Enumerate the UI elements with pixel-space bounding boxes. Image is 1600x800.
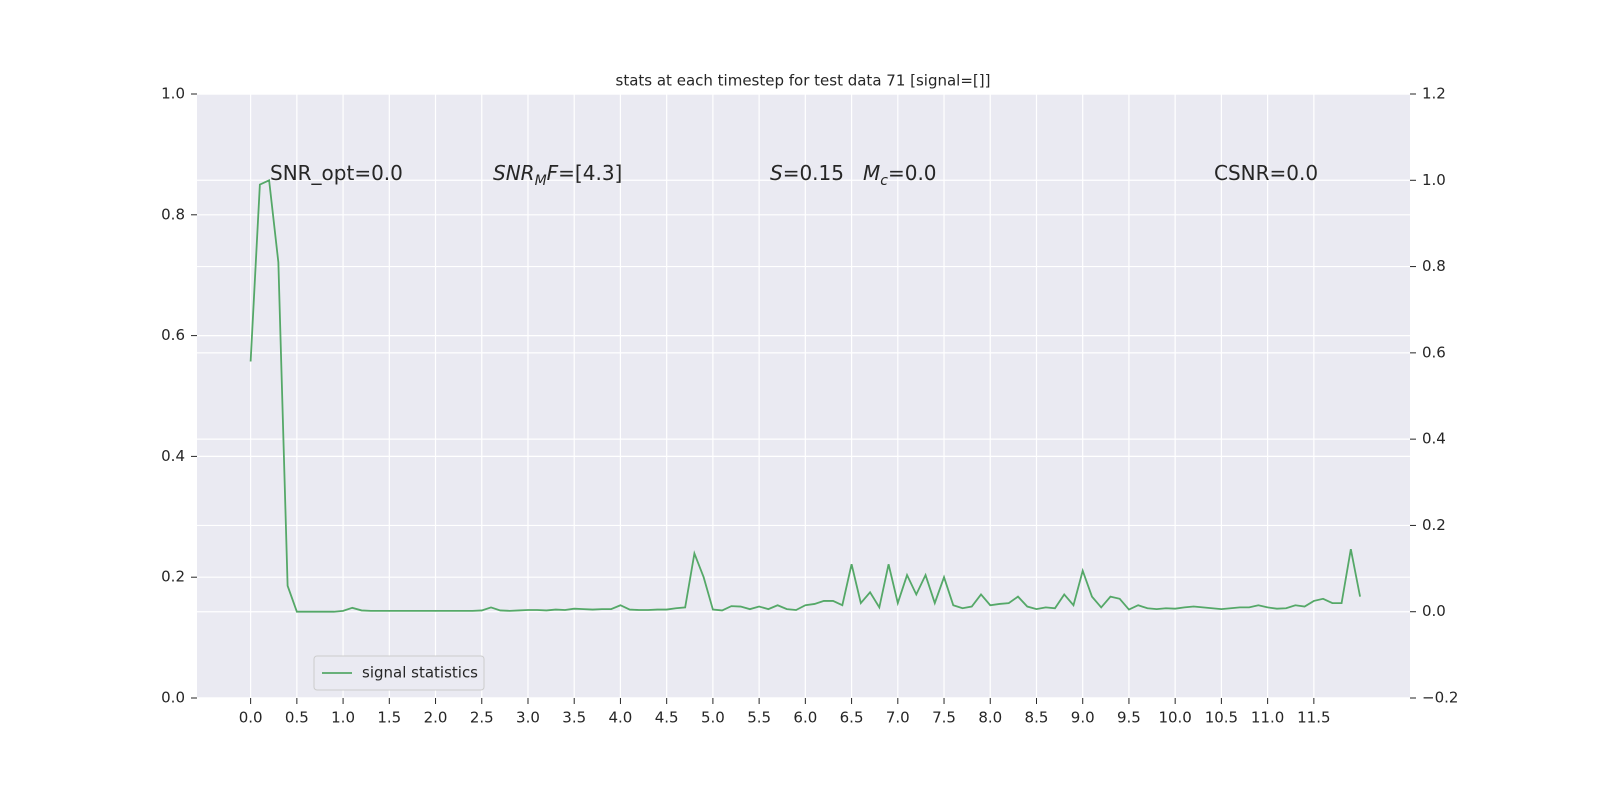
y2-tick-label: 1.0 [1422,171,1446,189]
x-tick-label: 11.5 [1297,709,1330,727]
data-line [249,178,1361,613]
y2-tick-label: −0.2 [1422,689,1458,707]
annotation: SNR_opt=0.0 [270,161,403,185]
y2-tick-label: 1.2 [1422,85,1446,103]
x-tick-label: 4.0 [609,709,633,727]
x-tick-label: 9.0 [1071,709,1095,727]
x-tick-label: 11.0 [1251,709,1284,727]
x-tick-label: 1.5 [377,709,401,727]
y-tick-label: 0.6 [161,326,185,344]
x-tick-label: 2.5 [470,709,494,727]
annotation-text: c [880,173,888,189]
y-tick-label: 0.2 [161,568,185,586]
annotation: S=0.15 [770,161,844,185]
x-tick-label: 0.0 [239,709,263,727]
annotation-text: M [535,173,547,189]
annotation-text: =[4.3] [558,161,622,185]
annotation-text: =0.0 [888,161,937,185]
x-tick-label: 7.0 [886,709,910,727]
annotation-text: M [863,161,880,185]
grid [197,93,1410,699]
x-tick-label: 6.0 [793,709,817,727]
y2-tick-label: 0.6 [1422,343,1446,361]
y2-tick-label: 0.4 [1422,430,1446,448]
annotation-text: CSNR=0.0 [1214,161,1318,185]
annotation: SNRMF=[4.3] [493,161,622,189]
annotation: CSNR=0.0 [1214,161,1318,185]
x-tick-label: 0.5 [285,709,309,727]
x-tick-label: 6.5 [840,709,864,727]
y2-tick-label: 0.0 [1422,602,1446,620]
x-tick-label: 2.0 [424,709,448,727]
annotation-text: S [770,161,783,185]
x-tick-label: 8.5 [1025,709,1049,727]
y-tick-label: 1.0 [161,85,185,103]
y-tick-label: 0.8 [161,205,185,223]
legend-box [313,655,485,691]
y2-tick-label: 0.8 [1422,257,1446,275]
x-tick-label: 5.0 [701,709,725,727]
legend: signal statistics [313,655,485,691]
x-tick-label: 8.0 [978,709,1002,727]
x-tick-label: 9.5 [1117,709,1141,727]
x-tick-label: 1.0 [331,709,355,727]
annotation-text: F [547,161,559,185]
x-tick-label: 10.0 [1158,709,1191,727]
x-tick-label: 3.0 [516,709,540,727]
annotation-text: SNR [493,161,535,185]
y-tick-label: 0.0 [161,689,185,707]
x-tick-label: 7.5 [932,709,956,727]
annotation-text: =0.15 [783,161,844,185]
annotation-text: SNR_opt=0.0 [270,161,403,185]
annotation: Mc=0.0 [863,161,937,189]
x-tick-label: 10.5 [1205,709,1238,727]
legend-label: signal statistics [362,664,478,682]
y2-tick-label: 0.2 [1422,516,1446,534]
plot-area [197,94,1410,698]
x-tick-label: 4.5 [655,709,679,727]
x-tick-label: 3.5 [562,709,586,727]
x-tick-label: 5.5 [747,709,771,727]
chart-title: stats at each timestep for test data 71 … [616,72,991,90]
y-tick-label: 0.4 [161,447,185,465]
